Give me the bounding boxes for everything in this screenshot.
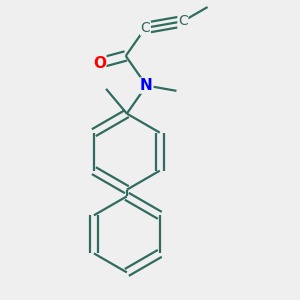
- Text: C: C: [178, 14, 188, 28]
- Text: N: N: [140, 78, 153, 93]
- Text: C: C: [140, 21, 150, 35]
- Text: O: O: [93, 56, 106, 70]
